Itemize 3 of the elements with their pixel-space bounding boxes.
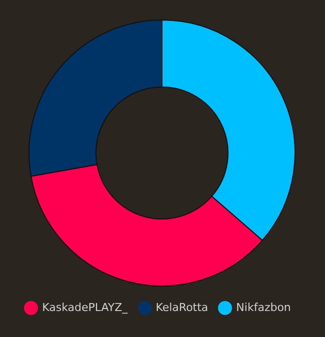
legend-label: KelaRotta	[156, 301, 208, 314]
legend-label: KaskadePLAYZ_	[42, 301, 128, 314]
legend-label: Nikfazbon	[236, 301, 291, 314]
